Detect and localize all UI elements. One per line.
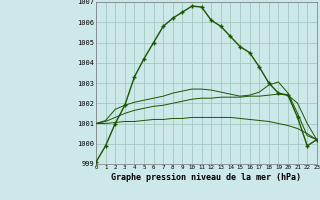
X-axis label: Graphe pression niveau de la mer (hPa): Graphe pression niveau de la mer (hPa) [111, 173, 301, 182]
